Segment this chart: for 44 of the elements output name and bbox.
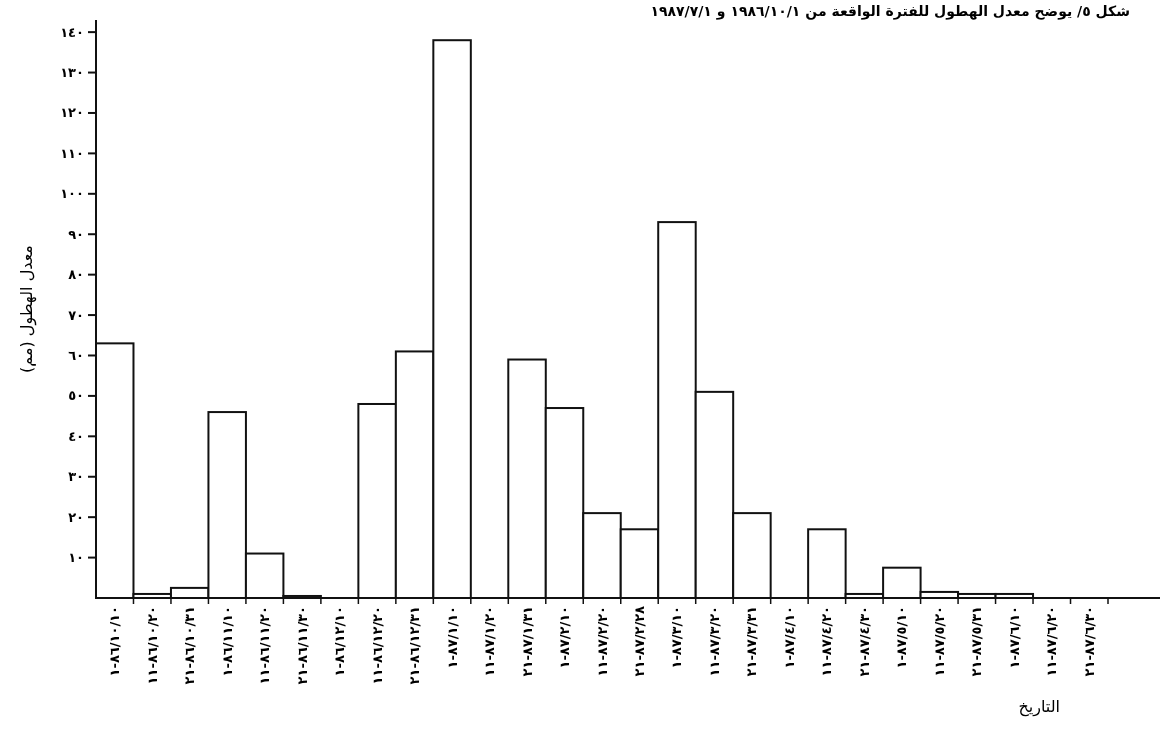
y-tick-label: ١٣٠ bbox=[60, 65, 84, 81]
x-tick-label: ٨٧/١/١٠-١ bbox=[444, 606, 460, 669]
x-tick-label: ٨٧/٦/٣٠-٢١ bbox=[1081, 606, 1097, 677]
x-tick-label: ٨٧/٤/١٠-١ bbox=[781, 606, 797, 669]
x-tick-label: ٨٧/٢/٢٠-١١ bbox=[594, 606, 610, 677]
x-tick-label: ٨٧/٥/٣١-٢١ bbox=[969, 606, 985, 677]
x-tick-label: ٨٧/٥/١٠-١ bbox=[894, 606, 910, 669]
y-axis-title: معدل الهطول (مم) bbox=[17, 245, 37, 373]
x-tick-label: ٨٧/٣/٢٠-١١ bbox=[706, 606, 722, 677]
x-tick-label: ٨٧/٣/٣١-٢١ bbox=[744, 606, 760, 677]
x-tick-label: ٨٧/٣/١٠-١ bbox=[669, 606, 685, 669]
x-tick-label: ٨٧/٢/٢٨-٢١ bbox=[631, 605, 647, 677]
y-tick-label: ٨٠ bbox=[68, 267, 84, 283]
chart-title: شكل ٥/ يوضح معدل الهطول للفترة الواقعة من ١٩٨٦/١٠/١ و ١٩٨٧/٧/١ bbox=[650, 3, 1130, 20]
x-tick-label: ٨٦/١٢/٣١-٢١ bbox=[407, 606, 423, 685]
y-tick-label: ٤٠ bbox=[68, 428, 84, 444]
y-tick-label: ١١٠ bbox=[60, 145, 84, 161]
y-tick-label: ١٤٠ bbox=[60, 24, 84, 40]
y-tick-label: ١٢٠ bbox=[60, 105, 84, 121]
y-tick-label: ١٠ bbox=[68, 550, 84, 566]
x-tick-label: ٨٦/١١/٢٠-١١ bbox=[257, 606, 273, 685]
x-tick-label: ٨٧/١/٢٠-١١ bbox=[482, 606, 498, 677]
y-tick-label: ٥٠ bbox=[68, 388, 84, 404]
y-tick-label: ١٠٠ bbox=[60, 186, 84, 202]
y-tick-label: ٦٠ bbox=[68, 347, 84, 363]
x-tick-label: ٨٧/٢/١٠-١ bbox=[557, 606, 573, 669]
x-tick-label: ٨٧/٤/٢٠-١١ bbox=[819, 606, 835, 677]
x-tick-label: ٨٦/١٠/٣١-٢١ bbox=[182, 606, 198, 685]
x-axis-title: التاريخ bbox=[1018, 697, 1060, 717]
x-tick-label: ٨٦/١٠/٢٠-١١ bbox=[144, 606, 160, 685]
x-tick-label: ٨٧/١/٣١-٢١ bbox=[519, 606, 535, 677]
y-tick-label: ٩٠ bbox=[68, 226, 84, 242]
x-tick-label: ٨٦/١٢/٢٠-١١ bbox=[369, 606, 385, 685]
x-tick-label: ٨٦/١٠/١٠-١ bbox=[107, 606, 123, 677]
x-tick-label: ٨٦/١١/٣٠-٢١ bbox=[294, 606, 310, 685]
x-tick-label: ٨٧/٦/١٠-١ bbox=[1006, 606, 1022, 669]
x-tick-label: ٨٦/١١/١٠-١ bbox=[219, 606, 235, 677]
x-tick-label: ٨٧/٦/٢٠-١١ bbox=[1044, 606, 1060, 677]
x-tick-label: ٨٦/١٢/١٠-١ bbox=[332, 606, 348, 677]
y-tick-label: ٧٠ bbox=[68, 307, 84, 323]
y-tick-label: ٢٠ bbox=[68, 509, 84, 525]
y-tick-label: ٣٠ bbox=[68, 469, 84, 485]
x-tick-label: ٨٧/٥/٢٠-١١ bbox=[931, 606, 947, 677]
x-tick-label: ٨٧/٤/٣٠-٢١ bbox=[856, 606, 872, 677]
